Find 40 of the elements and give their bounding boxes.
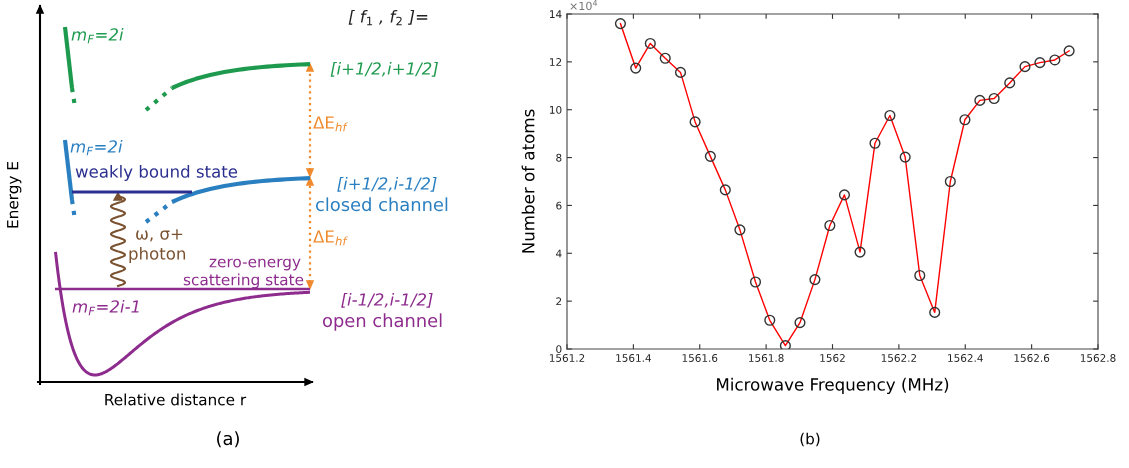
x-tick-label: 1562.2 bbox=[881, 354, 917, 362]
y-axis-title: Number of atoms bbox=[521, 109, 535, 253]
x-tick-label: 1562.4 bbox=[948, 354, 983, 362]
y-tick-label: 0 bbox=[556, 345, 562, 354]
text: [i-1/2,i-1/2] bbox=[341, 292, 433, 308]
text: Relative distance r bbox=[105, 393, 247, 406]
text: m$_{F}$=2i bbox=[70, 139, 123, 156]
text: (b) bbox=[800, 432, 820, 447]
text: scattering state bbox=[183, 273, 304, 289]
x-tick-label: 1561.6 bbox=[682, 354, 718, 362]
y-tick-label: 4 bbox=[556, 249, 562, 258]
y-tick-label: 10 bbox=[550, 105, 562, 114]
y-tick-label: 12 bbox=[550, 58, 562, 66]
text: m$_{F}$=2i-1 bbox=[72, 299, 139, 316]
text: open channel bbox=[322, 313, 442, 331]
text: ΔE$_{hf}$ bbox=[313, 230, 348, 246]
x-tick-label: 1561.8 bbox=[749, 354, 784, 362]
text: ω, σ+ bbox=[136, 229, 183, 242]
y-tick-label: 2 bbox=[556, 297, 562, 306]
text: photon bbox=[129, 246, 186, 264]
text: [i+1/2,i-1/2] bbox=[337, 176, 437, 192]
text: Energy E bbox=[7, 161, 22, 228]
text: weakly bound state bbox=[75, 164, 238, 182]
x-tick-label: 1561.4 bbox=[616, 354, 652, 362]
y-tick-label: 8 bbox=[556, 153, 562, 162]
text: [i+1/2,i+1/2] bbox=[330, 61, 438, 77]
text: closed channel bbox=[315, 197, 448, 212]
x-tick-label: 1562.6 bbox=[1014, 354, 1050, 362]
text: zero-energy bbox=[209, 258, 301, 271]
text: ΔE$_{hf}$ bbox=[313, 116, 348, 132]
y-tick-label: 14 bbox=[550, 10, 562, 18]
text: m$_{F}$=2i bbox=[71, 27, 124, 44]
x-tick-label: 1561.2 bbox=[549, 354, 585, 362]
text: [ f$_{1}$ , f$_{2}$ ]= bbox=[348, 9, 428, 26]
text: (a) bbox=[217, 431, 239, 448]
y-tick-label: 6 bbox=[556, 201, 562, 210]
x-axis-title: Microwave Frequency (MHz) bbox=[717, 377, 949, 394]
x-tick-label: 1562 bbox=[820, 354, 845, 362]
x-tick-label: 1562.8 bbox=[1080, 354, 1116, 362]
text: ×10$^{4}$ bbox=[570, 0, 598, 11]
